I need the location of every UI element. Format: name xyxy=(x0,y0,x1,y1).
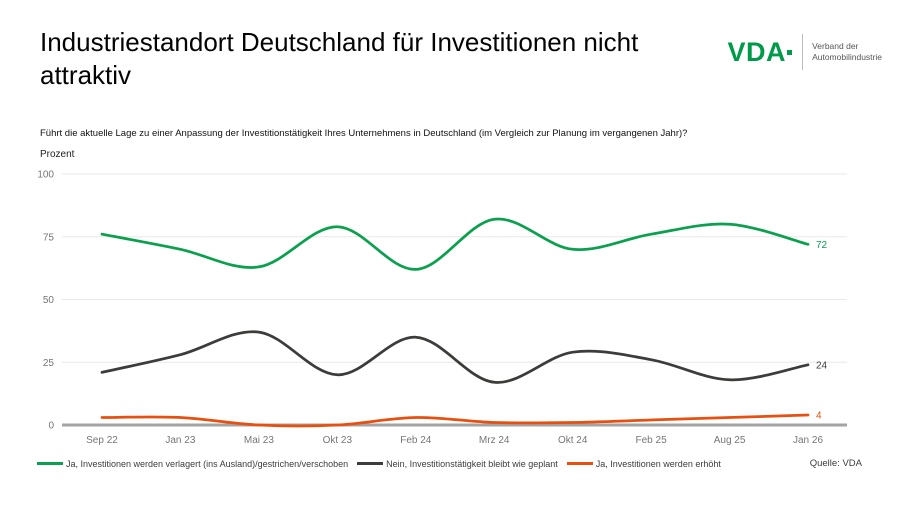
x-tick-label: Mai 23 xyxy=(244,435,274,446)
legend-line-swatch-dark xyxy=(357,462,384,465)
series-end-label-0: 72 xyxy=(816,240,828,251)
logo-dot xyxy=(787,49,793,55)
series-line-1 xyxy=(100,330,810,384)
x-tick-label: Feb 25 xyxy=(636,435,668,446)
x-tick-label: Jan 23 xyxy=(165,435,195,446)
y-tick-label: 50 xyxy=(43,295,55,306)
legend-label: Ja, Investitionen werden erhöht xyxy=(595,458,721,469)
series-line-0 xyxy=(100,217,810,271)
legend-label: Ja, Investitionen werden verlagert (ins … xyxy=(66,458,349,469)
legend-line-swatch-green xyxy=(37,462,63,465)
legend-item-erhoeht: Ja, Investitionen werden erhöht xyxy=(566,458,721,469)
x-tick-label: Feb 24 xyxy=(400,435,432,446)
y-tick-label: 100 xyxy=(37,170,54,181)
y-tick-label: 25 xyxy=(43,358,55,369)
x-tick-label: Aug 25 xyxy=(714,435,746,446)
series-line-2 xyxy=(100,413,810,428)
legend-label: Nein, Investitionstätigkeit bleibt wie g… xyxy=(386,458,558,469)
vda-logo: VDA Verband der Automobilindustrie xyxy=(728,34,882,70)
logo-subtitle: Verband der Automobilindustrie xyxy=(812,41,882,63)
series-end-label-2: 4 xyxy=(816,411,822,422)
line-chart: 100 75 50 25 0 Sep 22 Jan 23 Mai 23 Okt 23 Feb 24… xyxy=(37,170,847,446)
page-title: Industriestandort Deutschland für Invest… xyxy=(40,27,639,91)
logo-brand-text: VDA xyxy=(727,36,787,67)
y-tick-label: 75 xyxy=(43,232,55,243)
x-tick-label: Okt 24 xyxy=(558,435,588,446)
y-axis-title: Prozent xyxy=(40,149,75,160)
y-tick-label: 0 xyxy=(48,421,54,432)
x-tick-label: Mrz 24 xyxy=(479,435,510,446)
x-tick-label: Sep 22 xyxy=(86,435,118,446)
legend-item-geplant: Nein, Investitionstätigkeit bleibt wie g… xyxy=(357,459,558,469)
logo-divider xyxy=(802,34,804,70)
logo-subtitle-line1: Verband der xyxy=(812,40,859,51)
legend-line-swatch-orange xyxy=(566,462,593,465)
x-tick-label: Jan 26 xyxy=(793,435,823,446)
series-end-label-1: 24 xyxy=(816,360,828,371)
chart-legend: Ja, Investitionen werden verlagert (ins … xyxy=(37,458,862,469)
legend-item-verlagert: Ja, Investitionen werden verlagert (ins … xyxy=(37,459,348,469)
survey-question: Führt die aktuelle Lage zu einer Anpassu… xyxy=(40,128,688,139)
source-label: Quelle: VDA xyxy=(809,458,862,469)
x-tick-label: Okt 23 xyxy=(323,435,353,446)
logo-subtitle-line2: Automobilindustrie xyxy=(812,52,882,62)
